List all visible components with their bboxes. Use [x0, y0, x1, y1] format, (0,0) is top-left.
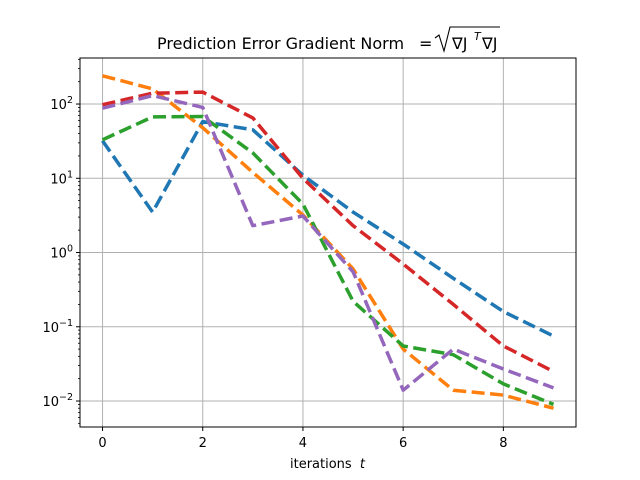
y-tick-label: 100 [50, 244, 73, 262]
title-nabla-2: ∇J [481, 34, 497, 53]
y-tick-label: 101 [50, 169, 73, 187]
series-line-4 [102, 90, 555, 374]
chart-title-text: Prediction Error Gradient Norm [157, 34, 404, 53]
grid [80, 58, 576, 427]
y-tick-label: 10−1 [42, 318, 73, 336]
series-line-5 [102, 93, 555, 392]
chart-title-math: = ∇J T ∇J [419, 26, 500, 54]
series-lines [101, 74, 555, 410]
x-tick-label: 8 [499, 436, 507, 451]
series-line-3 [101, 114, 555, 407]
series-line-1 [101, 119, 555, 338]
x-tick-label: 0 [98, 436, 106, 451]
x-axis-ticks: 0 2 4 6 8 [98, 427, 507, 451]
plot-area [79, 57, 577, 428]
title-transpose: T [474, 30, 482, 43]
sqrt-sign [434, 26, 500, 54]
x-axis-label-var: t [360, 457, 366, 472]
x-tick-label: 6 [399, 436, 407, 451]
chart-title: Prediction Error Gradient Norm [157, 34, 404, 53]
axes-frame [79, 57, 577, 428]
y-axis-ticks: 10−2 10−1 100 101 102 [42, 58, 80, 424]
y-tick-label: 10−2 [42, 392, 73, 410]
x-tick-label: 2 [199, 436, 207, 451]
title-nabla-1: ∇J [451, 34, 467, 53]
x-axis-label: iterations t [290, 457, 366, 472]
y-tick-label: 102 [50, 95, 73, 113]
title-equals: = [419, 34, 432, 53]
x-axis-label-text: iterations [290, 457, 352, 472]
x-tick-label: 4 [299, 436, 307, 451]
